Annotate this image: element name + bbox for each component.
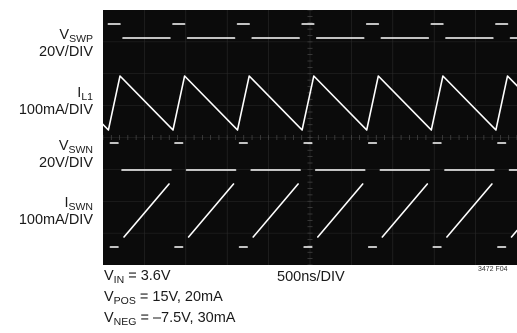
- label-vswn-scale: 20V/DIV: [39, 155, 93, 171]
- label-il1-scale: 100mA/DIV: [18, 102, 93, 118]
- label-vswp-symbol: V: [59, 27, 70, 43]
- label-vswp-subscript: SWP: [69, 33, 93, 45]
- trace-il1: [103, 75, 517, 131]
- figure-id: 3472 F04: [478, 266, 508, 273]
- trace-iswn: [109, 183, 517, 248]
- condition-vneg: VNEG = –7.5V, 30mA: [104, 309, 235, 328]
- condition-vin-subscript: IN: [113, 274, 125, 286]
- timebase-label: 500ns/DIV: [277, 269, 345, 285]
- label-iswn-symbol: I: [64, 195, 69, 211]
- condition-vin: VIN = 3.6V: [104, 267, 171, 286]
- trace-vswn: [109, 142, 517, 171]
- label-vswn-symbol: V: [58, 138, 69, 154]
- condition-vpos-symbol: V: [104, 289, 114, 305]
- label-il1-subscript: L1: [81, 91, 93, 103]
- label-iswn-subscript: SWN: [68, 201, 94, 213]
- label-iswn: ISWN 100mA/DIV: [0, 195, 93, 229]
- condition-vpos-value: = 15V, 20mA: [139, 289, 223, 305]
- condition-vin-value: = 3.6V: [128, 268, 171, 284]
- condition-vin-symbol: V: [104, 268, 114, 284]
- label-vswp-scale: 20V/DIV: [39, 44, 93, 60]
- label-vswn-subscript: SWN: [68, 144, 94, 156]
- condition-vpos-subscript: POS: [113, 295, 136, 307]
- condition-vneg-value: = –7.5V, 30mA: [140, 310, 236, 326]
- condition-vneg-subscript: NEG: [113, 316, 137, 328]
- condition-vneg-symbol: V: [104, 310, 114, 326]
- graticule: [103, 10, 517, 265]
- label-vswn: VSWN 20V/DIV: [0, 138, 93, 172]
- label-il1-symbol: I: [77, 85, 82, 101]
- label-il1: IL1 100mA/DIV: [0, 85, 93, 119]
- trace-group: [103, 23, 517, 248]
- trace-vswp: [107, 23, 517, 39]
- condition-vpos: VPOS = 15V, 20mA: [104, 288, 223, 307]
- label-iswn-scale: 100mA/DIV: [18, 212, 93, 228]
- oscilloscope-screen: [103, 10, 517, 265]
- label-vswp: VSWP 20V/DIV: [0, 27, 93, 61]
